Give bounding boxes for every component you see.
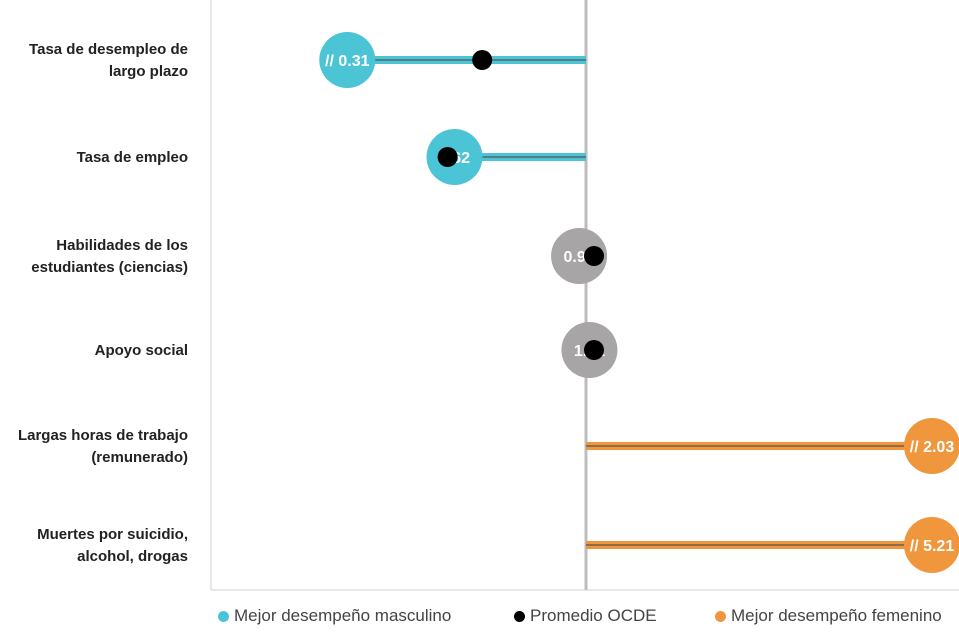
oecd-average-dot [472, 50, 493, 70]
legend-dot-female-icon [715, 610, 726, 622]
category-label-line: (remunerado) [91, 449, 188, 466]
legend-item-male: Mejor desempeño masculino [218, 606, 451, 626]
category-label: Habilidades de los estudiantes (ciencias) [31, 237, 188, 276]
data-points: // 0.310.62// 2.03// 5.210.981.01 [319, 32, 959, 573]
legend-dot-male-icon [218, 610, 229, 622]
category-label: Apoyo social [95, 342, 188, 359]
category-label-line: Habilidades de los [56, 237, 188, 254]
female-value-label: // 5.21 [910, 538, 955, 555]
legend-item-female: Mejor desempeño femenino [715, 606, 942, 626]
category-label-line: largo plazo [109, 63, 188, 80]
gap-lines [347, 56, 932, 549]
category-label: Largas horas de trabajo (remunerado) [18, 427, 188, 466]
category-label-line: Muertes por suicidio, [37, 526, 188, 543]
legend-label-oecd: Promedio OCDE [530, 606, 657, 625]
category-label-line: alcohol, drogas [77, 548, 188, 565]
legend-label-female: Mejor desempeño femenino [731, 606, 942, 625]
category-label-line: Tasa de empleo [77, 149, 188, 166]
oecd-average-dot [584, 340, 604, 360]
legend-dot-oecd-icon [514, 610, 525, 622]
legend: Mejor desempeño masculino Promedio OCDE … [0, 606, 959, 633]
category-label-line: estudiantes (ciencias) [31, 259, 188, 276]
plot-area [210, 0, 959, 591]
oecd-average-dot [437, 147, 458, 167]
male-value-label: // 0.31 [325, 53, 370, 70]
male-bubble [319, 32, 376, 88]
legend-label-male: Mejor desempeño masculino [234, 606, 452, 625]
category-labels: Tasa de desempleo de largo plazo Tasa de e… [18, 41, 188, 565]
female-bubble [904, 517, 959, 573]
legend-item-oecd: Promedio OCDE [514, 606, 657, 626]
category-label: Tasa de empleo [77, 149, 188, 166]
category-label-line: Tasa de desempleo de [29, 41, 188, 58]
oecd-average-dot [584, 246, 604, 266]
category-label-line: Largas horas de trabajo [18, 427, 188, 444]
parity-bubble [551, 228, 608, 284]
category-label: Muertes por suicidio, alcohol, drogas [37, 526, 188, 565]
female-bubble [904, 418, 959, 474]
female-value-label: // 2.03 [910, 439, 955, 456]
category-label: Tasa de desempleo de largo plazo [29, 41, 188, 80]
category-label-line: Apoyo social [95, 342, 188, 359]
